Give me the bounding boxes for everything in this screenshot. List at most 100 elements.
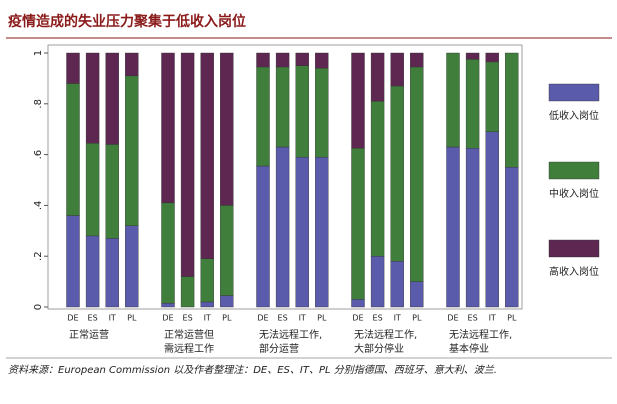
bar-segment: [125, 225, 139, 308]
bar-segment: [315, 156, 329, 308]
y-tick-label: 0: [33, 304, 44, 310]
bar-segment: [370, 256, 385, 308]
bar-segment: [66, 52, 80, 84]
bar-segment: [220, 205, 234, 296]
bar-segment: [256, 66, 270, 167]
group-label: 基本停业: [449, 342, 489, 355]
bar-segment: [351, 299, 365, 308]
bar-segment: [370, 52, 385, 102]
bar-segment: [220, 52, 234, 206]
bar-segment: [200, 258, 214, 303]
bar-segment: [161, 202, 175, 304]
bar-segment: [275, 52, 290, 68]
bar-segment: [485, 131, 499, 308]
x-tick-label: ES: [468, 314, 478, 323]
bar-segment: [105, 238, 119, 308]
x-tick-label: IT: [299, 314, 306, 323]
bar-segment: [485, 61, 499, 132]
x-tick-label: DE: [67, 314, 78, 323]
x-tick-label: IT: [489, 314, 496, 323]
bar-segment: [295, 52, 309, 66]
bar-segment: [315, 52, 329, 69]
bar-segment: [220, 295, 234, 308]
bar-segment: [351, 52, 365, 149]
y-tick-label: 1: [33, 50, 44, 56]
y-tick-label: .8: [33, 99, 44, 109]
x-tick-label: IT: [204, 314, 211, 323]
bar-segment: [446, 146, 460, 308]
x-tick-label: PL: [317, 314, 327, 323]
bar-segment: [351, 148, 365, 300]
x-tick-label: DE: [447, 314, 458, 323]
bar-segment: [275, 146, 290, 308]
bar-segment: [465, 52, 480, 60]
group-label: 大部分停业: [354, 342, 404, 355]
bar-segment: [105, 52, 119, 145]
bar-segment: [465, 148, 480, 308]
x-tick-label: ES: [88, 314, 98, 323]
bar-segment: [295, 65, 309, 158]
x-tick-label: PL: [507, 314, 517, 323]
bar-segment: [410, 66, 424, 282]
bar-segment: [505, 52, 519, 168]
x-tick-label: ES: [278, 314, 288, 323]
group-label: 无法远程工作,: [449, 328, 512, 341]
bar-segment: [161, 52, 175, 204]
bar-segment: [256, 52, 270, 68]
bar-segment: [315, 68, 329, 158]
bar-segment: [256, 165, 270, 308]
x-tick-label: ES: [183, 314, 193, 323]
bar-segment: [465, 59, 480, 149]
bar-segment: [390, 85, 404, 262]
bar-segment: [390, 261, 404, 308]
legend-label: 中收入岗位: [549, 187, 599, 200]
group-label: 正常运营: [69, 328, 109, 341]
x-tick-label: ES: [373, 314, 383, 323]
legend-swatch: [548, 239, 600, 258]
bar-segment: [105, 144, 119, 239]
group-label: 无法远程工作,: [259, 328, 322, 341]
bar-segment: [66, 215, 80, 308]
bar-segment: [180, 52, 195, 277]
bar-segment: [295, 156, 309, 308]
bar-segment: [485, 52, 499, 63]
bar-segment: [66, 83, 80, 216]
bar-segment: [180, 276, 195, 308]
bar-segment: [505, 167, 519, 308]
legend-label: 低收入岗位: [549, 109, 599, 122]
bar-segment: [390, 52, 404, 87]
group-label: 正常运营但: [164, 328, 214, 341]
bar-segment: [85, 235, 100, 308]
bar-segment: [125, 75, 139, 226]
bar-segment: [125, 52, 139, 77]
x-tick-label: IT: [394, 314, 401, 323]
group-label: 部分运营: [259, 342, 299, 355]
bar-segment: [85, 52, 100, 144]
group-label: 无法远程工作,: [354, 328, 417, 341]
x-tick-label: PL: [127, 314, 137, 323]
bar-segment: [410, 281, 424, 308]
legend-label: 高收入岗位: [549, 265, 599, 278]
bar-segment: [370, 101, 385, 257]
group-label: 需远程工作: [164, 343, 214, 355]
x-tick-label: PL: [222, 314, 232, 323]
x-tick-label: DE: [257, 314, 268, 323]
legend-swatch: [548, 161, 600, 180]
bar-segment: [161, 302, 175, 308]
legend-swatch: [548, 83, 600, 102]
bar-segment: [200, 52, 214, 259]
bar-segment: [410, 52, 424, 68]
x-tick-label: DE: [162, 314, 173, 323]
bar-segment: [85, 142, 100, 237]
bar-segment: [200, 301, 214, 308]
x-tick-label: DE: [352, 314, 363, 323]
x-tick-label: PL: [412, 314, 422, 323]
bar-segment: [275, 66, 290, 148]
x-tick-label: IT: [109, 314, 116, 323]
chart-title: 疫情造成的失业压力聚集于低收入岗位: [8, 13, 246, 30]
y-tick-label: .4: [33, 201, 44, 211]
source-note: 资料来源：European Commission 以及作者整理注：DE、ES、I…: [8, 364, 497, 376]
y-tick-label: .6: [33, 150, 44, 160]
